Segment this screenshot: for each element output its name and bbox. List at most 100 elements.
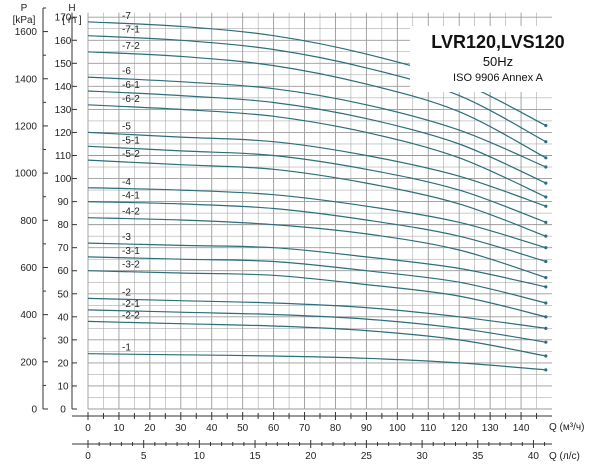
- x-axis-flow-ls-label: Q (л/с): [549, 451, 580, 462]
- series-end-point: [544, 165, 548, 169]
- h-axis-tick-label: 60: [57, 266, 69, 277]
- chart-title: LVR120,LVS120: [431, 32, 564, 52]
- h-axis-tick-label: 120: [55, 128, 72, 139]
- series-line: [87, 297, 546, 329]
- p-axis-tick-label: 400: [20, 310, 37, 321]
- x-axis-flow-ls-tick-label: 40: [528, 451, 540, 462]
- x-axis-flow-tick-label: 90: [361, 423, 373, 434]
- curves: [87, 21, 548, 372]
- series-line: [87, 145, 547, 223]
- series-line: [87, 353, 546, 371]
- x-axis-flow-ls-tick-label: 5: [141, 451, 147, 462]
- h-axis-tick-label: 130: [55, 105, 72, 116]
- series-line: [87, 270, 546, 318]
- series-end-point: [544, 220, 548, 224]
- h-axis-tick-label: 140: [55, 82, 72, 93]
- series-labels: -7 -7-1 -7-2 -6 -6-1 -6-2 -5 -5-1 -5-2 -4 -4-1 -4-2…: [122, 11, 140, 354]
- series-end-point: [544, 234, 548, 238]
- series-end-point: [544, 354, 548, 358]
- series-label: -4: [122, 177, 131, 188]
- p-axis-unit: [kPa]: [13, 15, 36, 26]
- p-axis-tick-label: 1000: [15, 169, 38, 180]
- series-line: [87, 201, 546, 263]
- h-axis-tick-label: 20: [57, 358, 69, 369]
- series-line: [87, 131, 546, 207]
- x-axis-flow-tick-label: 30: [175, 423, 187, 434]
- series-label: -2-1: [122, 299, 140, 310]
- x-axis-flow-ls-tick-label: 35: [472, 451, 484, 462]
- series-label: -4-1: [122, 191, 140, 202]
- series-label: -4-2: [122, 207, 140, 218]
- series-end-point: [544, 181, 548, 185]
- x-axis-flow-tick-label: 20: [144, 423, 156, 434]
- series-label: -3-1: [122, 246, 140, 257]
- x-axis-flow-tick-label: 60: [268, 423, 280, 434]
- chart-frequency: 50Hz: [483, 54, 513, 69]
- series-line: [87, 217, 546, 279]
- x-axis-flow-ls-tick-label: 10: [194, 451, 206, 462]
- series-end-point: [544, 140, 548, 144]
- series-end-point: [544, 259, 548, 264]
- x-axis-flow-ls-tick-label: 20: [305, 451, 317, 462]
- x-axis-flow-tick-label: 80: [330, 423, 342, 434]
- p-axis-name: P: [21, 3, 28, 14]
- p-axis-tick-label: 600: [20, 263, 37, 274]
- series-label: -7-2: [122, 41, 140, 52]
- series-label: -2-2: [122, 310, 140, 321]
- series-end-point: [544, 276, 548, 280]
- series-label: -7: [122, 11, 131, 22]
- chart-standard: ISO 9906 Annex A: [453, 72, 544, 84]
- h-axis-tick-label: 90: [57, 197, 69, 208]
- x-axis-flow-ls-tick-label: 15: [249, 451, 261, 462]
- series-line: [87, 256, 546, 304]
- h-axis-tick-label: 150: [55, 59, 72, 70]
- x-axis-flow-tick-label: 100: [389, 423, 406, 434]
- series-line: [87, 320, 546, 357]
- series-end-point: [544, 315, 548, 319]
- series-end-point: [544, 246, 548, 250]
- series-line: [87, 309, 546, 343]
- series-label: -6-2: [122, 94, 140, 105]
- series-label: -6: [122, 66, 131, 77]
- title-box: [410, 26, 586, 92]
- series-end-point: [544, 340, 548, 344]
- series-label: -3: [122, 232, 131, 243]
- x-axis-flow-ls-tick-label: 30: [417, 451, 429, 462]
- series-end-point: [544, 368, 548, 372]
- series-end-point: [544, 326, 548, 330]
- x-axis-flow-tick-label: 110: [420, 423, 436, 434]
- h-axis-tick-label: 100: [55, 174, 72, 185]
- h-axis-unit: [ m ]: [62, 15, 82, 26]
- h-axis-tick-label: 30: [57, 335, 69, 346]
- series-line: [87, 35, 547, 143]
- series-line: [87, 159, 547, 237]
- x-axis-flow-tick-label: 70: [299, 423, 311, 434]
- p-axis-tick-label: 1400: [15, 74, 38, 85]
- series-label: -5: [122, 121, 131, 132]
- series-label: -5-1: [122, 135, 140, 146]
- p-axis-tick-label: 1600: [15, 27, 38, 38]
- h-axis-tick-label: 50: [57, 289, 69, 300]
- series-label: -7-1: [122, 25, 140, 36]
- p-axis-tick-label: 1200: [15, 121, 38, 132]
- series-line: [87, 76, 547, 168]
- h-axis-tick-label: 110: [55, 151, 71, 162]
- p-axis-tick-label: 800: [20, 216, 37, 227]
- series-end-point: [544, 285, 548, 289]
- axes: 0200400600800100012001400160001020304050…: [15, 7, 552, 462]
- series-line: [87, 90, 547, 184]
- series-end-point: [544, 156, 548, 160]
- x-axis-flow-tick-label: 0: [85, 423, 91, 434]
- grid: [87, 12, 552, 410]
- series-label: -3-2: [122, 260, 140, 271]
- series-line: [87, 242, 546, 288]
- series-line: [87, 104, 547, 198]
- h-axis-tick-label: 160: [55, 36, 72, 47]
- series-label: -2: [122, 287, 131, 298]
- x-axis-flow-ls-tick-label: 0: [85, 451, 91, 462]
- series-line: [87, 51, 547, 159]
- x-axis-flow-label: Q (м³/ч): [549, 422, 584, 433]
- h-axis-tick-label: 170: [55, 13, 72, 24]
- h-axis-tick-label: 70: [57, 243, 69, 254]
